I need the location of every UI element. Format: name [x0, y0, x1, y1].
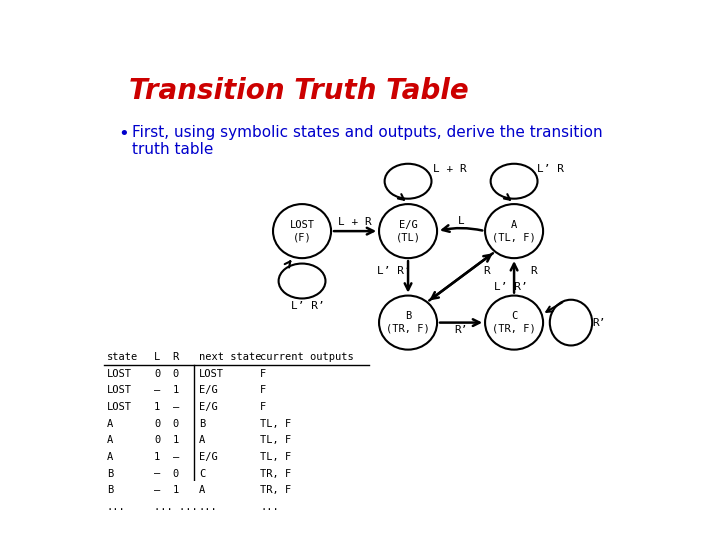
Text: L’ R: L’ R — [537, 164, 564, 174]
Text: C: C — [199, 469, 205, 478]
Text: 1: 1 — [173, 435, 179, 445]
Text: –: – — [173, 402, 179, 412]
Ellipse shape — [485, 295, 543, 349]
Text: C
(TR, F): C (TR, F) — [492, 312, 536, 334]
Text: 0: 0 — [154, 369, 161, 379]
Text: LOST: LOST — [107, 402, 132, 412]
Text: 1: 1 — [154, 402, 161, 412]
Text: –: – — [173, 452, 179, 462]
Text: 0: 0 — [154, 418, 161, 429]
Text: B: B — [107, 469, 113, 478]
Text: E/G
(TL): E/G (TL) — [395, 220, 420, 242]
Text: 0: 0 — [173, 469, 179, 478]
Text: R: R — [483, 266, 490, 275]
Text: L + R: L + R — [433, 164, 467, 174]
Text: R’: R’ — [592, 318, 606, 328]
Text: LOST
(F): LOST (F) — [289, 220, 315, 242]
Text: LOST: LOST — [199, 369, 224, 379]
Text: L + R: L + R — [338, 217, 372, 227]
Text: F: F — [260, 402, 266, 412]
Ellipse shape — [379, 295, 437, 349]
Text: –: – — [154, 485, 161, 495]
Text: A: A — [199, 435, 205, 445]
Text: B: B — [107, 485, 113, 495]
Text: A: A — [107, 435, 113, 445]
Text: next state: next state — [199, 352, 261, 362]
Text: ...: ... — [260, 502, 279, 512]
Text: E/G: E/G — [199, 452, 217, 462]
Text: R’: R’ — [454, 325, 468, 335]
Text: –: – — [154, 469, 161, 478]
Text: E/G: E/G — [199, 402, 217, 412]
Text: ...: ... — [107, 502, 125, 512]
Text: LOST: LOST — [107, 369, 132, 379]
Text: B
(TR, F): B (TR, F) — [386, 312, 430, 334]
Text: TL, F: TL, F — [260, 435, 292, 445]
Text: F: F — [260, 386, 266, 395]
Text: TR, F: TR, F — [260, 469, 292, 478]
Text: A: A — [107, 452, 113, 462]
Text: A: A — [107, 418, 113, 429]
Text: 0: 0 — [173, 418, 179, 429]
Text: TR, F: TR, F — [260, 485, 292, 495]
Ellipse shape — [485, 204, 543, 258]
Text: 1: 1 — [173, 485, 179, 495]
Text: F: F — [260, 369, 266, 379]
Text: ... ...: ... ... — [154, 502, 198, 512]
Text: TL, F: TL, F — [260, 452, 292, 462]
Text: L: L — [154, 352, 161, 362]
Ellipse shape — [273, 204, 331, 258]
Text: A
(TL, F): A (TL, F) — [492, 220, 536, 242]
Text: A: A — [199, 485, 205, 495]
Text: 1: 1 — [173, 386, 179, 395]
Text: 1: 1 — [154, 452, 161, 462]
Text: 0: 0 — [173, 369, 179, 379]
Text: current outputs: current outputs — [260, 352, 354, 362]
Text: R: R — [173, 352, 179, 362]
Ellipse shape — [379, 204, 437, 258]
Text: L’ R’: L’ R’ — [495, 282, 528, 292]
Text: state: state — [107, 352, 138, 362]
Text: E/G: E/G — [199, 386, 217, 395]
Text: R: R — [530, 266, 537, 275]
Text: L’ R’: L’ R’ — [291, 301, 325, 311]
Text: Transition Truth Table: Transition Truth Table — [129, 77, 469, 105]
Text: L: L — [458, 215, 464, 226]
Text: First, using symbolic states and outputs, derive the transition
truth table: First, using symbolic states and outputs… — [132, 125, 603, 158]
Text: TL, F: TL, F — [260, 418, 292, 429]
Text: –: – — [154, 386, 161, 395]
Text: LOST: LOST — [107, 386, 132, 395]
Text: 0: 0 — [154, 435, 161, 445]
Text: ...: ... — [199, 502, 217, 512]
Text: B: B — [199, 418, 205, 429]
Text: •: • — [118, 125, 129, 143]
Text: L’ R’: L’ R’ — [377, 266, 411, 275]
